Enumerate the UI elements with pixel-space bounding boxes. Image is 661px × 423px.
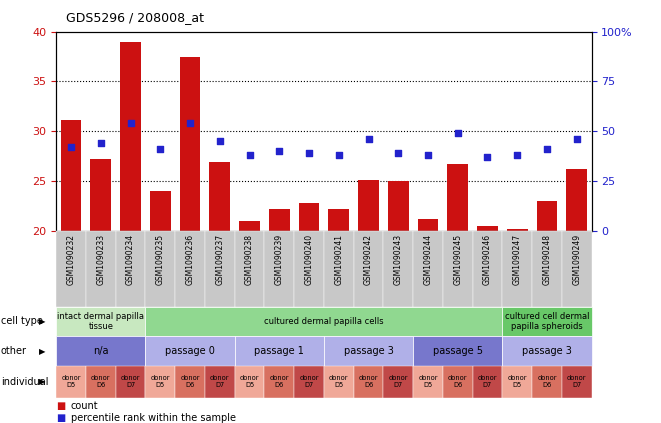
- Text: GSM1090240: GSM1090240: [305, 234, 313, 286]
- Text: GSM1090232: GSM1090232: [67, 234, 75, 286]
- Text: GDS5296 / 208008_at: GDS5296 / 208008_at: [66, 11, 204, 24]
- Text: donor
D5: donor D5: [418, 375, 438, 388]
- Text: GSM1090239: GSM1090239: [275, 234, 284, 286]
- Text: ▶: ▶: [39, 346, 46, 356]
- Point: [483, 154, 493, 160]
- Text: donor
D5: donor D5: [151, 375, 170, 388]
- Text: other: other: [1, 346, 26, 356]
- Text: passage 3: passage 3: [522, 346, 572, 356]
- Point: [66, 144, 77, 151]
- Text: GSM1090248: GSM1090248: [543, 234, 551, 286]
- Text: GSM1090249: GSM1090249: [572, 234, 581, 286]
- Text: donor
D6: donor D6: [448, 375, 467, 388]
- Text: passage 5: passage 5: [433, 346, 483, 356]
- Bar: [447, 164, 468, 231]
- Text: donor
D6: donor D6: [180, 375, 200, 388]
- Text: GSM1090246: GSM1090246: [483, 234, 492, 286]
- Bar: [358, 180, 379, 231]
- Text: donor
D7: donor D7: [567, 375, 586, 388]
- Bar: [91, 159, 111, 231]
- Text: individual: individual: [1, 377, 48, 387]
- Bar: [329, 209, 349, 231]
- Text: donor
D6: donor D6: [537, 375, 557, 388]
- Point: [274, 148, 285, 154]
- Text: GSM1090234: GSM1090234: [126, 234, 135, 286]
- Text: donor
D6: donor D6: [359, 375, 378, 388]
- Text: donor
D7: donor D7: [210, 375, 229, 388]
- Text: GSM1090233: GSM1090233: [97, 234, 105, 286]
- Text: donor
D6: donor D6: [91, 375, 110, 388]
- Bar: [537, 201, 557, 231]
- Text: GSM1090243: GSM1090243: [394, 234, 403, 286]
- Point: [512, 151, 523, 158]
- Bar: [269, 209, 290, 231]
- Text: cultured cell dermal
papilla spheroids: cultured cell dermal papilla spheroids: [505, 312, 589, 331]
- Text: donor
D7: donor D7: [389, 375, 408, 388]
- Bar: [507, 228, 527, 231]
- Text: donor
D6: donor D6: [270, 375, 289, 388]
- Text: ▶: ▶: [39, 317, 46, 326]
- Text: ■: ■: [56, 413, 65, 423]
- Text: GSM1090238: GSM1090238: [245, 234, 254, 286]
- Bar: [210, 162, 230, 231]
- Text: GSM1090241: GSM1090241: [334, 234, 343, 286]
- Text: GSM1090244: GSM1090244: [424, 234, 432, 286]
- Bar: [299, 203, 319, 231]
- Text: donor
D7: donor D7: [299, 375, 319, 388]
- Point: [304, 150, 315, 157]
- Point: [334, 151, 344, 158]
- Bar: [180, 57, 200, 231]
- Text: GSM1090247: GSM1090247: [513, 234, 522, 286]
- Point: [542, 146, 553, 152]
- Text: GSM1090245: GSM1090245: [453, 234, 462, 286]
- Text: count: count: [71, 401, 98, 411]
- Text: cultured dermal papilla cells: cultured dermal papilla cells: [264, 317, 383, 326]
- Text: cell type: cell type: [1, 316, 42, 327]
- Text: passage 0: passage 0: [165, 346, 215, 356]
- Bar: [566, 169, 587, 231]
- Text: intact dermal papilla
tissue: intact dermal papilla tissue: [58, 312, 144, 331]
- Point: [423, 151, 434, 158]
- Text: passage 1: passage 1: [254, 346, 304, 356]
- Bar: [120, 41, 141, 231]
- Text: donor
D5: donor D5: [240, 375, 259, 388]
- Text: donor
D5: donor D5: [329, 375, 348, 388]
- Text: GSM1090235: GSM1090235: [156, 234, 165, 286]
- Bar: [61, 120, 81, 231]
- Point: [96, 140, 106, 146]
- Bar: [388, 181, 408, 231]
- Text: GSM1090242: GSM1090242: [364, 234, 373, 286]
- Point: [572, 136, 582, 143]
- Text: donor
D7: donor D7: [121, 375, 140, 388]
- Text: GSM1090236: GSM1090236: [186, 234, 194, 286]
- Point: [126, 120, 136, 126]
- Text: percentile rank within the sample: percentile rank within the sample: [71, 413, 236, 423]
- Bar: [418, 219, 438, 231]
- Bar: [239, 221, 260, 231]
- Text: n/a: n/a: [93, 346, 108, 356]
- Text: passage 3: passage 3: [344, 346, 393, 356]
- Point: [453, 130, 463, 137]
- Point: [245, 151, 255, 158]
- Point: [185, 120, 196, 126]
- Bar: [477, 225, 498, 231]
- Bar: [150, 191, 171, 231]
- Point: [215, 138, 225, 145]
- Point: [155, 146, 165, 152]
- Text: donor
D5: donor D5: [61, 375, 81, 388]
- Text: GSM1090237: GSM1090237: [215, 234, 224, 286]
- Text: ▶: ▶: [39, 377, 46, 386]
- Text: donor
D7: donor D7: [478, 375, 497, 388]
- Text: donor
D5: donor D5: [508, 375, 527, 388]
- Text: ■: ■: [56, 401, 65, 411]
- Point: [364, 136, 374, 143]
- Point: [393, 150, 404, 157]
